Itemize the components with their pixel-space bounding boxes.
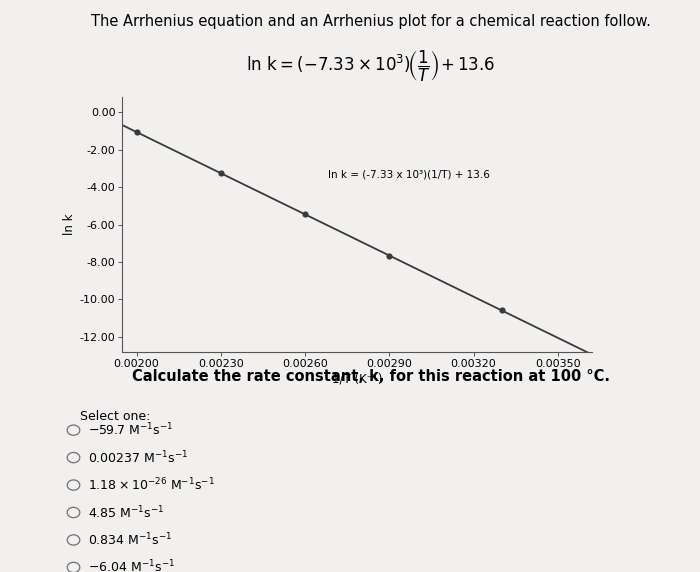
Text: $1.18 \times 10^{-26}\ \mathrm{M^{-1}s^{-1}}$: $1.18 \times 10^{-26}\ \mathrm{M^{-1}s^{…: [88, 476, 214, 494]
Text: $-6.04\ \mathrm{M^{-1}s^{-1}}$: $-6.04\ \mathrm{M^{-1}s^{-1}}$: [88, 559, 175, 572]
Text: $\mathrm{ln\ k} = (-7.33 \times 10^3)\!\left(\dfrac{1}{T}\right)\! + 13.6$: $\mathrm{ln\ k} = (-7.33 \times 10^3)\!\…: [246, 49, 496, 84]
Text: $4.85\ \mathrm{M^{-1}s^{-1}}$: $4.85\ \mathrm{M^{-1}s^{-1}}$: [88, 504, 164, 521]
X-axis label: 1/T (K⁻¹): 1/T (K⁻¹): [332, 373, 382, 386]
Y-axis label: ln k: ln k: [62, 214, 76, 235]
Text: $-59.7\ \mathrm{M^{-1}s^{-1}}$: $-59.7\ \mathrm{M^{-1}s^{-1}}$: [88, 422, 173, 439]
Point: [496, 306, 507, 315]
Text: The Arrhenius equation and an Arrhenius plot for a chemical reaction follow.: The Arrhenius equation and an Arrhenius …: [91, 14, 651, 29]
Point: [215, 169, 226, 178]
Text: Select one:: Select one:: [80, 410, 151, 423]
Text: $0.834\ \mathrm{M^{-1}s^{-1}}$: $0.834\ \mathrm{M^{-1}s^{-1}}$: [88, 531, 172, 549]
Text: ln k = (-7.33 x 10³)(1/T) + 13.6: ln k = (-7.33 x 10³)(1/T) + 13.6: [328, 170, 489, 180]
Text: Calculate the rate constant, k, for this reaction at 100 °C.: Calculate the rate constant, k, for this…: [132, 369, 610, 384]
Text: $0.00237\ \mathrm{M^{-1}s^{-1}}$: $0.00237\ \mathrm{M^{-1}s^{-1}}$: [88, 449, 188, 466]
Point: [300, 210, 311, 219]
Point: [384, 251, 395, 260]
Point: [131, 128, 142, 137]
